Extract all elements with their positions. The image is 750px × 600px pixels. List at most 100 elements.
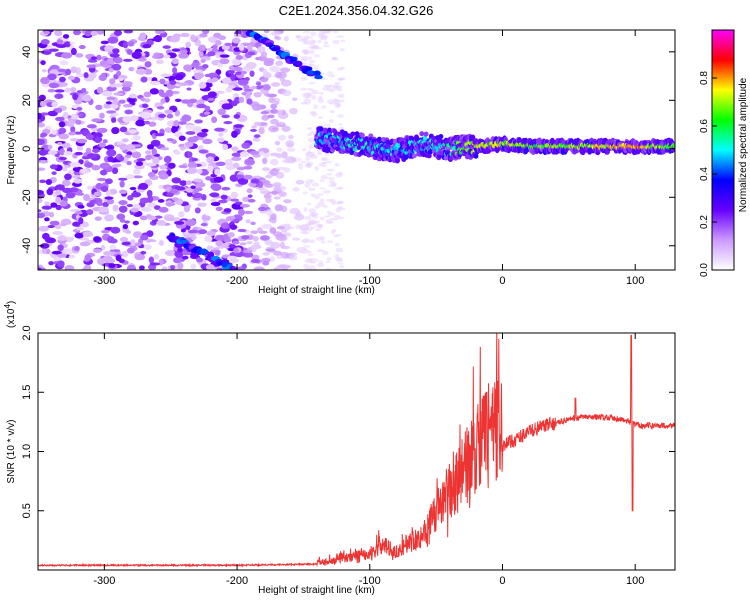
noise-blob xyxy=(54,89,65,93)
noise-blob xyxy=(69,161,81,168)
faint-blob xyxy=(308,39,317,44)
noise-blob xyxy=(191,62,200,69)
noise-blob xyxy=(201,214,208,221)
noise-blob xyxy=(237,228,247,233)
noise-blob xyxy=(48,48,59,52)
noise-blob xyxy=(178,211,185,218)
faint-blob xyxy=(338,123,343,126)
faint-blob xyxy=(308,46,316,50)
noise-blob xyxy=(95,104,103,111)
noise-blob xyxy=(130,239,136,247)
noise-blob xyxy=(127,40,135,47)
noise-blob xyxy=(95,182,103,190)
noise-blob xyxy=(230,198,240,202)
noise-blob xyxy=(280,251,290,259)
faint-blob xyxy=(302,264,310,269)
noise-blob xyxy=(259,235,270,241)
noise-blob xyxy=(270,152,279,157)
noise-blob xyxy=(262,167,271,172)
faint-blob xyxy=(335,207,342,213)
noise-blob xyxy=(163,155,172,164)
noise-blob xyxy=(215,240,224,247)
noise-blob xyxy=(38,189,44,196)
faint-blob xyxy=(313,65,319,70)
noise-blob xyxy=(227,232,235,238)
noise-blob xyxy=(206,156,215,164)
noise-blob xyxy=(104,178,113,185)
noise-blob xyxy=(250,230,259,234)
faint-blob xyxy=(300,87,307,91)
faint-blob xyxy=(334,187,343,190)
faint-blob xyxy=(300,76,307,81)
noise-blob xyxy=(70,86,77,93)
noise-blob xyxy=(106,149,117,157)
noise-blob xyxy=(57,244,64,252)
noise-blob xyxy=(275,166,287,170)
noise-blob xyxy=(202,30,210,35)
noise-blob xyxy=(270,158,279,166)
noise-blob xyxy=(198,51,204,57)
faint-blob xyxy=(328,179,335,184)
faint-blob xyxy=(311,111,318,117)
noise-blob xyxy=(156,220,167,226)
noise-blob xyxy=(166,138,174,142)
noise-blob xyxy=(239,151,250,158)
noise-blob xyxy=(250,221,256,226)
noise-blob xyxy=(246,98,253,105)
noise-blob xyxy=(101,229,110,234)
noise-blob xyxy=(99,162,111,170)
noise-blob xyxy=(38,225,50,232)
noise-blob xyxy=(260,111,269,115)
noise-blob xyxy=(217,199,228,204)
noise-blob xyxy=(179,180,188,186)
noise-blob xyxy=(223,237,232,243)
noise-blob xyxy=(70,47,77,56)
y-multiplier-label: (x104) xyxy=(3,301,17,328)
noise-blob xyxy=(174,131,183,138)
faint-blob xyxy=(304,215,312,221)
noise-blob xyxy=(229,174,239,182)
noise-blob xyxy=(214,250,221,256)
noise-blob xyxy=(96,86,104,94)
noise-blob xyxy=(190,233,197,241)
noise-blob xyxy=(44,217,50,222)
noise-blob xyxy=(51,129,58,135)
noise-blob xyxy=(252,236,259,242)
noise-blob xyxy=(276,255,283,259)
noise-blob xyxy=(227,255,237,260)
noise-blob xyxy=(203,111,211,115)
noise-blob xyxy=(111,63,122,71)
noise-blob xyxy=(110,226,121,234)
noise-blob xyxy=(247,51,256,56)
noise-blob xyxy=(191,157,198,162)
noise-blob xyxy=(84,30,92,37)
noise-blob xyxy=(170,264,176,270)
noise-blob xyxy=(169,75,176,81)
faint-blob xyxy=(321,164,327,168)
noise-blob xyxy=(232,162,240,169)
noise-blob xyxy=(139,32,147,40)
faint-blob xyxy=(313,54,320,58)
noise-blob xyxy=(207,51,216,57)
noise-blob xyxy=(228,65,235,71)
streak-blob xyxy=(314,74,323,80)
noise-blob xyxy=(140,251,147,255)
noise-blob xyxy=(132,168,141,175)
noise-blob xyxy=(113,56,123,64)
noise-blob xyxy=(80,168,90,174)
noise-blob xyxy=(214,234,226,242)
noise-blob xyxy=(118,99,126,104)
noise-blob xyxy=(138,182,149,191)
faint-blob xyxy=(337,88,343,92)
noise-blob xyxy=(236,266,246,270)
noise-blob xyxy=(174,74,184,81)
noise-blob xyxy=(238,96,245,104)
noise-blob xyxy=(276,71,287,79)
noise-blob xyxy=(126,161,132,166)
noise-blob xyxy=(56,39,64,45)
noise-blob xyxy=(186,151,193,158)
faint-blob xyxy=(331,57,339,61)
noise-blob xyxy=(257,46,266,54)
faint-blob xyxy=(300,58,308,62)
noise-blob xyxy=(243,165,253,170)
